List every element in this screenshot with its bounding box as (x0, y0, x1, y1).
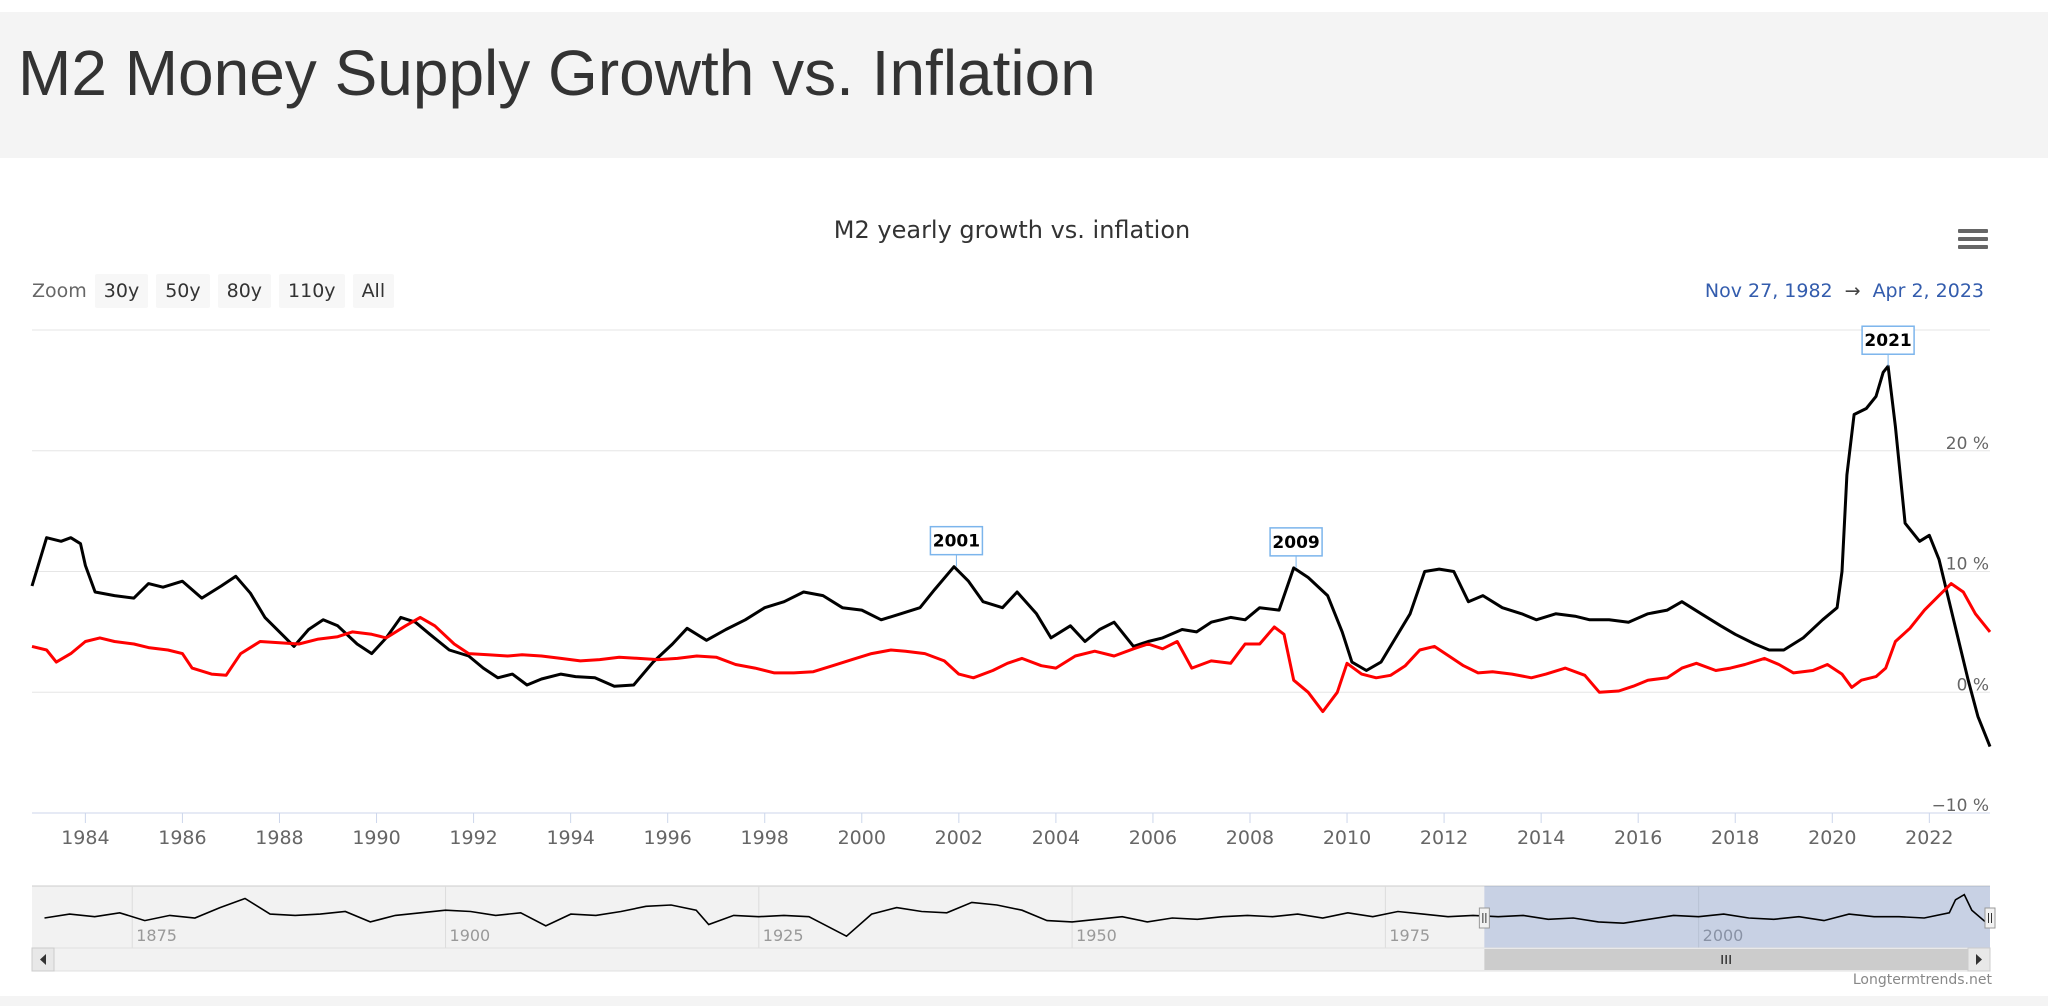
y-tick-label: 10 % (1946, 555, 1989, 575)
x-tick-label: 2012 (1420, 827, 1468, 849)
navigator[interactable]: 1875 1900 1925 1950 1975 2000 (31, 885, 1996, 972)
page-header: M2 Money Supply Growth vs. Inflation (0, 12, 2048, 158)
chart-canvas: M2 yearly growth vs. inflation 1984 1986 1… (30, 216, 1996, 972)
navigator-left-handle[interactable] (1478, 907, 1490, 929)
annotation-box (929, 525, 984, 556)
range-from-input[interactable]: Nov 27, 1982 (1704, 280, 1833, 302)
annotation-box (1269, 527, 1323, 557)
scroll-right-arrow-icon (1976, 954, 1982, 965)
navigator-right-handle[interactable] (1984, 907, 1996, 929)
inflation-line (31, 582, 1992, 714)
navigator-tick-label: 1875 (136, 926, 177, 945)
x-tick-label: 2000 (838, 827, 886, 849)
x-tick-label: 1984 (61, 827, 109, 849)
navigator-tick-label: 1950 (1076, 926, 1117, 945)
range-to-input[interactable]: Apr 2, 2023 (1872, 280, 1984, 302)
plot-series (30, 364, 1992, 748)
x-tick-label: 2002 (935, 827, 983, 849)
hamburger-menu-icon (1958, 229, 1988, 233)
x-tick-label: 2022 (1905, 827, 1953, 849)
x-axis: 1984 1986 1988 1990 1992 1994 1996 1998 2000 2002… (32, 812, 1990, 849)
y-axis: −10 % 0 % 10 % 20 % (1932, 434, 1989, 816)
x-tick-label: 2016 (1614, 827, 1662, 849)
zoom-bar: Zoom 30y 50y 80y 110y All (32, 274, 402, 308)
zoom-button-110y[interactable]: 110y (279, 274, 345, 308)
annotation-label: 2021 (1864, 331, 1911, 351)
chart-container: M2 yearly growth vs. inflation 1984 1986 1… (0, 158, 2048, 1006)
annotation-label: 2001 (933, 532, 980, 552)
x-tick-label: 2014 (1517, 827, 1565, 849)
annotation-box (1861, 325, 1915, 355)
x-tick-label: 2018 (1711, 827, 1759, 849)
page-footer-strip (0, 996, 2048, 1006)
plot-grid (32, 329, 1990, 693)
chart-menu-button[interactable] (1956, 226, 1990, 256)
x-tick-label: 2006 (1129, 827, 1177, 849)
hamburger-menu-icon-bar (1958, 245, 1988, 249)
y-tick-label: 20 % (1946, 434, 1989, 454)
y-tick-label: 0 % (1957, 675, 1989, 695)
x-tick-label: 2004 (1032, 827, 1080, 849)
x-tick-label: 1988 (255, 827, 303, 849)
y-tick-label: −10 % (1932, 796, 1989, 816)
navigator-tick-label: 1925 (763, 926, 804, 945)
zoom-label: Zoom (32, 280, 87, 302)
plot-annotations: 2001 2009 2021 (929, 325, 1915, 568)
hamburger-menu-icon-bar (1958, 237, 1988, 241)
zoom-button-80y[interactable]: 80y (217, 274, 272, 308)
x-tick-label: 1986 (158, 827, 206, 849)
zoom-button-all[interactable]: All (352, 274, 395, 308)
x-tick-label: 1996 (644, 827, 692, 849)
navigator-tick-label: 1900 (450, 926, 491, 945)
navigator-series-line (44, 893, 1991, 938)
credits-link[interactable]: Longtermtrends.net (1852, 972, 1992, 988)
date-range-display: Nov 27, 1982 → Apr 2, 2023 (1705, 280, 1984, 302)
navigator-tick-label: 2000 (1703, 926, 1744, 945)
page-title: M2 Money Supply Growth vs. Inflation (18, 37, 1096, 109)
chart-title: M2 yearly growth vs. inflation (834, 216, 1190, 244)
x-tick-label: 1998 (741, 827, 789, 849)
zoom-button-50y[interactable]: 50y (156, 274, 210, 308)
navigator-tick-label: 1975 (1389, 926, 1430, 945)
x-tick-label: 1994 (546, 827, 594, 849)
x-tick-label: 1992 (449, 827, 497, 849)
zoom-button-30y[interactable]: 30y (94, 274, 149, 308)
x-tick-label: 2010 (1323, 827, 1371, 849)
annotation-label: 2009 (1272, 533, 1319, 553)
m2-growth-line (30, 364, 1992, 748)
scroll-left-arrow-icon (40, 954, 46, 965)
x-tick-label: 2020 (1808, 827, 1856, 849)
range-arrow-icon: → (1844, 280, 1861, 302)
x-tick-label: 2008 (1226, 827, 1274, 849)
x-tick-label: 1990 (352, 827, 400, 849)
